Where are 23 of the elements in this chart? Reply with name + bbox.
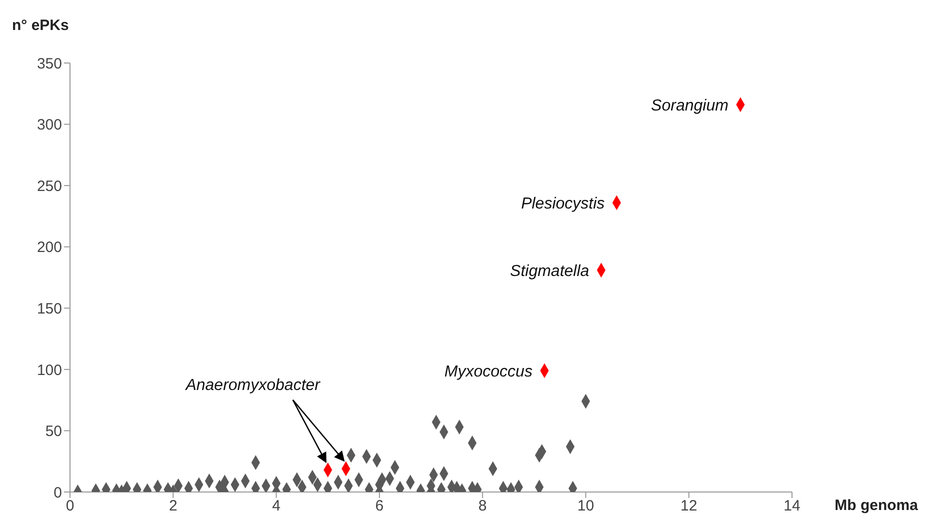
x-tick-label: 10 [577, 498, 594, 515]
x-tick-label: 14 [784, 498, 800, 515]
y-tick-label: 50 [45, 423, 62, 440]
x-tick-label: 4 [272, 498, 280, 515]
annotation: Plesiocystis [521, 196, 605, 213]
y-tick-label: 100 [36, 362, 62, 379]
x-tick-label: 6 [375, 498, 384, 515]
y-tick-label: 350 [36, 55, 62, 72]
y-tick-label: 250 [36, 178, 62, 195]
y-tick-label: 0 [54, 484, 62, 502]
x-tick-label: 2 [168, 498, 178, 515]
annotation: Myxococcus [444, 364, 532, 381]
x-tick-label: 0 [66, 498, 74, 515]
y-tick-label: 150 [36, 300, 62, 318]
annotation: Anaeromyxobacter [184, 376, 321, 394]
x-axis-title: Mb genoma [834, 497, 919, 514]
y-tick-label: 200 [36, 239, 62, 256]
x-tick-label: 12 [680, 498, 698, 515]
x-tick-label: 8 [478, 498, 487, 515]
annotation: Sorangium [651, 98, 728, 115]
annotation: Stigmatella [510, 263, 590, 280]
y-axis-title: n° ePKs [12, 17, 69, 34]
y-tick-label: 300 [36, 116, 62, 134]
